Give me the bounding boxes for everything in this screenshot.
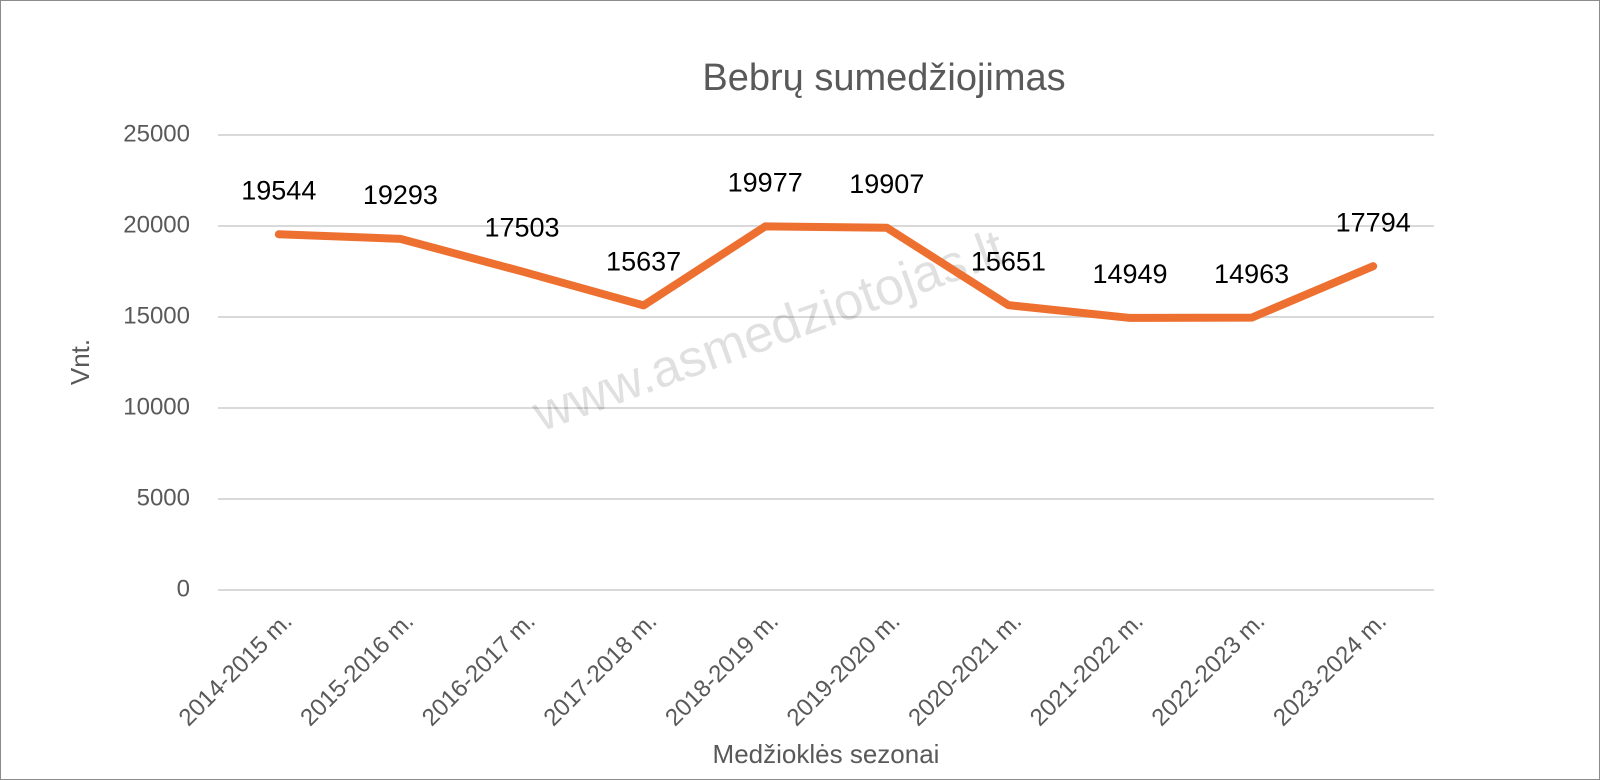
y-tick-label: 20000 <box>123 211 190 238</box>
y-tick-label: 25000 <box>123 120 190 147</box>
y-axis-label: Vnt. <box>65 339 95 385</box>
y-tick-label: 5000 <box>137 484 190 511</box>
data-label: 14949 <box>1092 259 1167 289</box>
chart-title: Bebrų sumedžiojimas <box>702 57 1065 99</box>
x-axis-label: Medžioklės sezonai <box>713 739 940 769</box>
series-line <box>274 222 1378 322</box>
y-tick-label: 10000 <box>123 393 190 420</box>
data-label: 19544 <box>241 175 316 205</box>
data-label: 15637 <box>606 247 681 277</box>
data-label: 17503 <box>484 213 559 243</box>
data-label: 15651 <box>971 246 1046 276</box>
data-label: 19907 <box>849 169 924 199</box>
data-label: 19293 <box>363 180 438 210</box>
data-label: 17794 <box>1336 207 1411 237</box>
y-tick-label: 0 <box>177 575 190 602</box>
y-tick-label: 15000 <box>123 302 190 329</box>
data-label: 14963 <box>1214 259 1289 289</box>
data-label: 19977 <box>728 168 803 198</box>
